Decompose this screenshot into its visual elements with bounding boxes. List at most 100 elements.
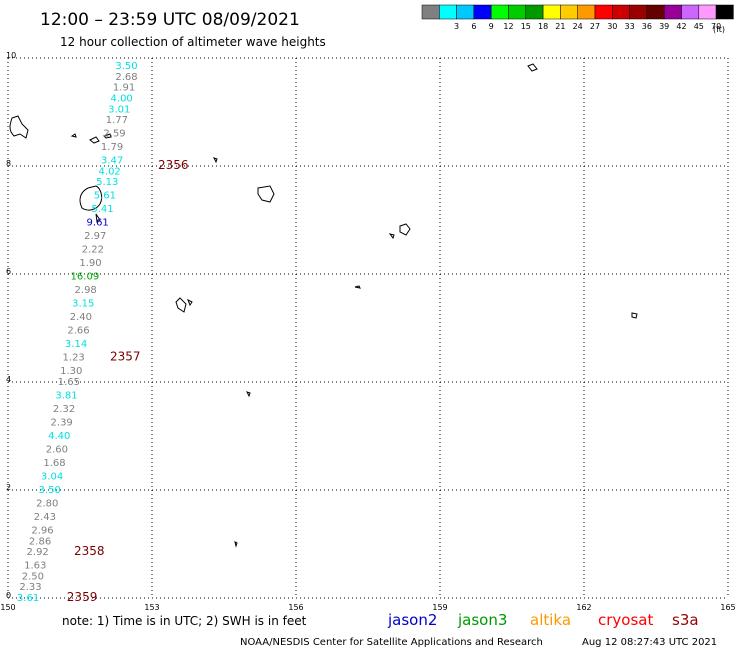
- wave-height-label: 2.92: [27, 547, 49, 558]
- wave-height-label: 3.47: [101, 156, 123, 167]
- island-outline: [175, 297, 193, 313]
- wave-height-label: 2.50: [22, 571, 44, 582]
- scale-swatch: [612, 4, 630, 20]
- lat-lon-grid: [7, 57, 729, 599]
- wave-height-label: 1.65: [58, 377, 80, 388]
- wave-height-label: 2.66: [67, 326, 89, 337]
- satellite-legend-cryosat: cryosat: [598, 611, 653, 629]
- satellite-legend-jason2: jason2: [387, 611, 437, 629]
- wave-height-label: 1.63: [24, 561, 46, 572]
- wave-height-label: 3.50: [39, 485, 61, 496]
- island-outline: [399, 223, 411, 236]
- scale-swatch: [473, 4, 492, 20]
- credit-text: NOAA/NESDIS Center for Satellite Applica…: [240, 637, 543, 648]
- island-outline: [257, 185, 275, 203]
- longitude-tick-label: 153: [144, 603, 159, 612]
- island-outline: [631, 312, 638, 319]
- wave-height-label: 2.40: [70, 312, 92, 323]
- units-note: note: 1) Time is in UTC; 2) SWH is in fe…: [62, 614, 307, 628]
- pass-time-label: 2357: [110, 350, 141, 364]
- scale-tick-label: 9: [489, 22, 494, 31]
- wave-height-label: 16.09: [71, 272, 100, 283]
- wave-height-label: 2.86: [29, 536, 51, 547]
- wave-height-label: 9.61: [87, 218, 109, 229]
- scale-tick-label: 39: [659, 22, 669, 31]
- island-outline: [95, 213, 101, 223]
- scale-tick-label: 12: [503, 22, 513, 31]
- island-outline: [388, 233, 395, 240]
- scale-tick-label: 3: [454, 22, 459, 31]
- scale-swatch: [525, 4, 544, 20]
- island-outline: [89, 136, 100, 144]
- island-outline: [79, 185, 103, 211]
- satellite-legend-s3a: s3a: [672, 611, 699, 629]
- scale-swatch: [542, 4, 561, 20]
- scale-swatch: [629, 4, 648, 20]
- island-outline: [9, 115, 29, 139]
- longitude-tick-label: 159: [432, 603, 447, 612]
- island-outline: [234, 541, 238, 548]
- scale-tick-label: 18: [538, 22, 548, 31]
- latitude-tick-label: 8: [6, 159, 11, 168]
- map-title: 12:00 – 23:59 UTC 08/09/2021: [40, 10, 300, 30]
- wave-height-label: 3.01: [108, 104, 130, 115]
- longitude-tick-label: 165: [720, 603, 735, 612]
- scale-tick-label: 70: [711, 22, 721, 31]
- island-outline: [246, 391, 251, 398]
- wave-height-label: 2.33: [19, 582, 41, 593]
- wave-height-label: 2.39: [51, 418, 73, 429]
- longitude-tick-labels: 150 153 156 159 162 165: [0, 603, 735, 612]
- wave-height-label: 3.04: [41, 472, 63, 483]
- scale-tick-label: 6: [471, 22, 476, 31]
- wave-height-label: 2.80: [36, 499, 58, 510]
- longitude-tick-label: 156: [288, 603, 303, 612]
- wave-height-label: 2.59: [103, 129, 125, 140]
- latitude-tick-label: 6: [6, 267, 11, 276]
- wave-height-label: 2.68: [115, 72, 137, 83]
- island-outline: [70, 133, 77, 138]
- generated-timestamp: Aug 12 08:27:43 UTC 2021: [582, 637, 717, 648]
- wave-height-label: 2.98: [75, 285, 97, 296]
- wave-height-label: 5.61: [94, 191, 116, 202]
- scale-tick-label: 24: [573, 22, 583, 31]
- wave-height-labels: 3.502.681.914.003.011.772.591.793.474.02…: [17, 61, 138, 604]
- scale-tick-label: 45: [694, 22, 704, 31]
- satellite-legend: jason2 jason3 altika cryosat s3a: [387, 611, 699, 629]
- scale-tick-label: 36: [642, 22, 652, 31]
- wave-height-label: 1.30: [60, 366, 82, 377]
- pass-time-labels: 2356 2357 2358 2359: [67, 158, 189, 604]
- island-outline: [103, 133, 112, 139]
- scale-tick-label: 30: [607, 22, 617, 31]
- scale-tick-label: 33: [625, 22, 635, 31]
- wave-height-label: 1.91: [113, 83, 135, 94]
- wave-height-label: 4.02: [99, 166, 121, 177]
- pass-time-label: 2356: [158, 158, 189, 172]
- pass-time-label: 2359: [67, 590, 98, 604]
- scale-swatch: [577, 4, 596, 20]
- longitude-tick-label: 162: [576, 603, 591, 612]
- latitude-tick-label: 2: [6, 483, 11, 492]
- wave-height-label: 2.22: [82, 245, 104, 256]
- wave-height-label: 1.68: [43, 458, 65, 469]
- satellite-legend-jason3: jason3: [457, 611, 507, 629]
- scale-tick-label: 42: [676, 22, 686, 31]
- scale-tick-label: 15: [521, 22, 531, 31]
- scale-swatch: [421, 4, 440, 20]
- scale-swatch: [594, 4, 613, 20]
- wave-height-label: 2.97: [84, 231, 106, 242]
- scale-swatch: [508, 4, 527, 20]
- scale-swatch: [439, 4, 457, 20]
- island-outline: [527, 63, 538, 72]
- scale-swatch: [715, 4, 734, 20]
- scale-swatch: [698, 4, 717, 20]
- latitude-tick-label: 4: [6, 375, 11, 384]
- wave-height-label: 3.50: [115, 61, 137, 72]
- scale-swatch: [456, 4, 475, 20]
- wave-height-label: 2.96: [31, 526, 53, 537]
- scale-swatch: [490, 4, 509, 20]
- island-outline: [354, 285, 361, 289]
- wave-height-label: 2.43: [34, 512, 56, 523]
- wave-height-label: 3.14: [65, 339, 87, 350]
- map-subtitle: 12 hour collection of altimeter wave hei…: [60, 35, 326, 49]
